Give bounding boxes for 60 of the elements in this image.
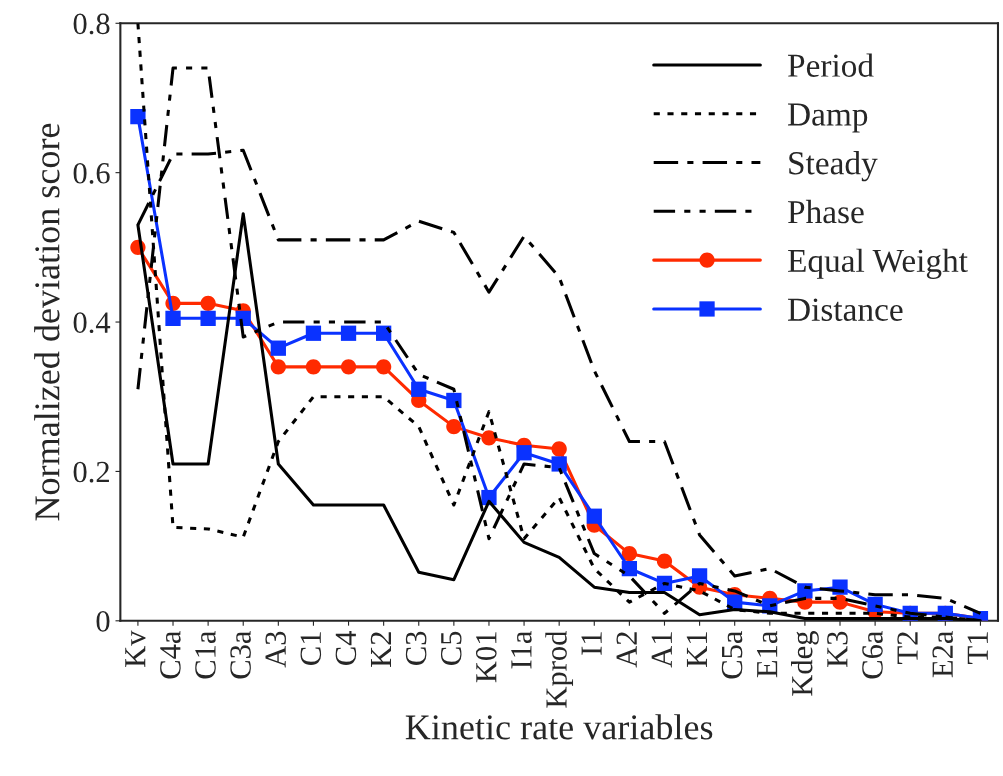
x-tick-label: C3a (230, 630, 251, 679)
y-tick-label: 0.6 (73, 162, 110, 184)
legend-label: Steady (789, 151, 878, 182)
point (551, 441, 567, 457)
point (867, 596, 883, 613)
point (586, 508, 602, 524)
point (551, 456, 567, 472)
x-tick-label: T1 (967, 632, 988, 664)
legend-label: Distance (788, 298, 903, 321)
point (621, 545, 638, 562)
x-tick-label: A2 (616, 632, 637, 668)
x-tick-label: C3 (405, 631, 427, 665)
point (340, 359, 357, 375)
point (656, 553, 673, 569)
x-tick-label: A1 (651, 632, 672, 668)
point (305, 325, 322, 341)
x-tick-label: E1a (756, 630, 778, 678)
x-axis-title: Kinetic rate variables (405, 714, 713, 740)
x-tick-label: K3 (827, 631, 848, 667)
legend-label: Period (788, 53, 874, 77)
legend-label: Equal Weight (788, 248, 968, 279)
point (516, 445, 532, 461)
x-tick-label: C1 (300, 632, 322, 665)
point (270, 359, 286, 375)
point (200, 310, 216, 326)
y-tick-label: 0.2 (73, 461, 109, 483)
point (621, 560, 638, 577)
point (165, 310, 181, 326)
y-tick-label: 0.4 (73, 312, 111, 334)
x-tick-label: K1 (686, 632, 707, 667)
x-tick-label: C6a (862, 630, 883, 679)
point (340, 325, 357, 341)
point (200, 295, 216, 312)
point (305, 359, 322, 375)
x-tick-label: I1 (581, 632, 602, 655)
x-tick-label: C1a (195, 630, 216, 679)
point (376, 359, 392, 375)
x-tick-label: C4a (160, 630, 181, 679)
legend-label: Phase (788, 199, 864, 224)
x-tick-label: E2a (932, 630, 953, 678)
y-tick-label: 0.8 (73, 13, 110, 35)
x-tick-label: C5 (440, 631, 462, 665)
point (691, 568, 708, 584)
x-tick-label: C4 (335, 631, 357, 665)
y-axis-title: Normalized deviation score (34, 123, 60, 521)
point (411, 381, 427, 397)
x-tick-label: A3 (265, 631, 286, 668)
point (481, 430, 497, 446)
x-tick-label: T2 (897, 632, 918, 664)
point (270, 340, 286, 356)
legend-label: Damp (788, 103, 868, 133)
x-tick-label: I1a (511, 630, 532, 669)
x-tick-label: Kprod (545, 630, 574, 708)
x-tick-label: K01 (475, 632, 497, 683)
x-tick-label: Kv (125, 630, 146, 667)
x-tick-label: C5a (721, 630, 743, 679)
point (446, 418, 462, 435)
x-tick-label: K2 (370, 632, 391, 667)
x-tick-label: Kdeg (791, 631, 819, 696)
y-tick-label: 0 (96, 611, 110, 632)
